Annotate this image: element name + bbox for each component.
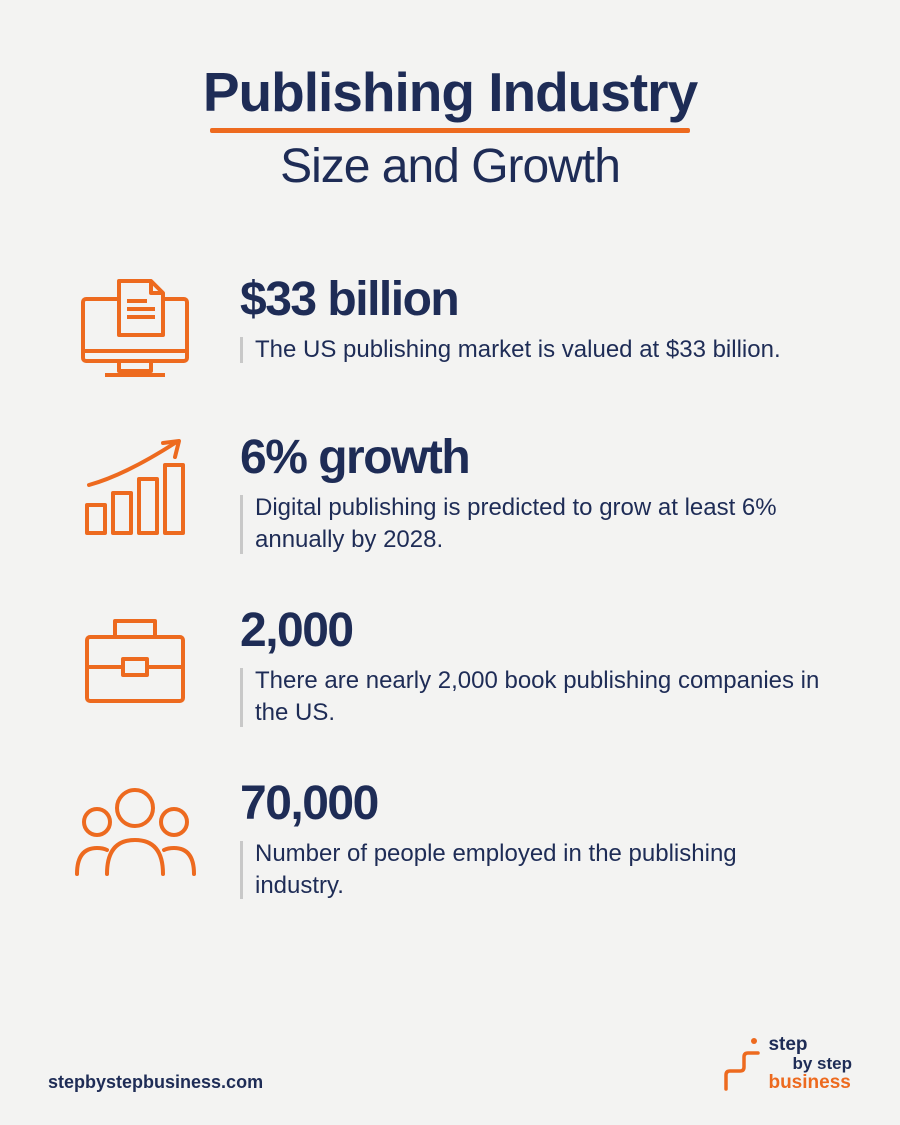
stat-text: 70,000 Number of people employed in the … [240, 778, 830, 903]
footer: stepbystepbusiness.com step by step busi… [48, 1035, 852, 1093]
logo-line2: by step [768, 1055, 852, 1073]
computer-document-icon [70, 274, 200, 384]
stat-row: 6% growth Digital publishing is predicte… [70, 432, 830, 557]
stat-text: 2,000 There are nearly 2,000 book publis… [240, 605, 830, 730]
briefcase-icon [70, 605, 200, 715]
stat-row: 2,000 There are nearly 2,000 book publis… [70, 605, 830, 730]
title-underline [210, 128, 690, 133]
stat-value: 2,000 [240, 607, 830, 655]
stats-list: $33 billion The US publishing market is … [70, 274, 830, 902]
logo-steps-icon [722, 1035, 762, 1093]
logo-line3: business [768, 1073, 852, 1093]
stat-description: The US publishing market is valued at $3… [255, 334, 781, 366]
stat-row: $33 billion The US publishing market is … [70, 274, 830, 384]
stat-value: 6% growth [240, 434, 830, 482]
logo-text: step by step business [768, 1035, 852, 1093]
title-line2: Size and Growth [70, 139, 830, 194]
stat-value: 70,000 [240, 780, 830, 828]
stat-divider [240, 668, 243, 727]
logo-line1: step [768, 1034, 807, 1055]
stat-text: $33 billion The US publishing market is … [240, 274, 830, 366]
stat-divider [240, 495, 243, 554]
stat-divider [240, 841, 243, 900]
footer-url: stepbystepbusiness.com [48, 1072, 263, 1093]
stat-divider [240, 337, 243, 363]
stat-text: 6% growth Digital publishing is predicte… [240, 432, 830, 557]
stat-description: Digital publishing is predicted to grow … [255, 492, 830, 557]
growth-chart-icon [70, 432, 200, 542]
stat-row: 70,000 Number of people employed in the … [70, 778, 830, 903]
title-line1: Publishing Industry [203, 60, 697, 124]
stat-description: Number of people employed in the publish… [255, 838, 830, 903]
people-icon [70, 778, 200, 888]
stat-description: There are nearly 2,000 book publishing c… [255, 665, 830, 730]
title-block: Publishing Industry Size and Growth [70, 60, 830, 194]
stat-value: $33 billion [240, 276, 830, 324]
logo: step by step business [722, 1035, 852, 1093]
